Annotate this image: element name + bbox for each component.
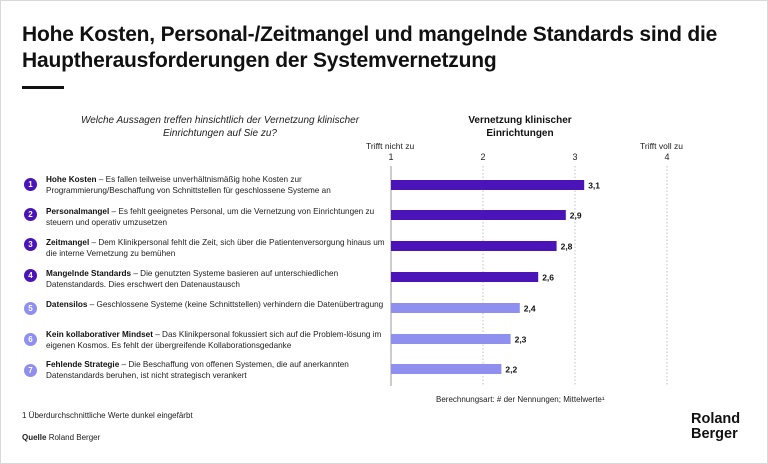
bar [391,364,502,374]
title-underline [22,86,64,89]
footnote: 1 Überdurchschnittliche Werte dunkel ein… [22,411,193,420]
survey-question: Welche Aussagen treffen hinsichtlich der… [80,115,360,139]
source-text: Roland Berger [48,433,101,442]
statement-heading: Mangelnde Standards [46,269,132,278]
statement-number-badge: 5 [24,302,37,315]
bar [391,210,566,220]
statement-item: Datensilos – Geschlossene Systeme (keine… [46,299,386,310]
statement-text: – Die Beschaffung von offenen Systemen, … [46,360,349,380]
statement-item: Fehlende Strategie – Die Beschaffung von… [46,359,386,381]
statement-heading: Personalmangel [46,207,110,216]
bar-value-label: 2,9 [570,211,582,221]
statement-text: – Es fehlt geeignetes Personal, um die V… [46,207,375,227]
method-note: Berechnungsart: # der Nennungen; Mittelw… [436,395,605,404]
statement-item: Personalmangel – Es fehlt geeignetes Per… [46,206,386,228]
statement-heading: Fehlende Strategie [46,360,120,369]
bar-value-label: 3,1 [588,181,600,191]
statement-item: Kein kollaborativer Mindset – Das Klinik… [46,329,386,351]
source-line: Quelle Roland Berger [22,433,100,442]
x-tick-label: 1 [388,152,394,162]
chart-column-title: Vernetzung klinischer Einrichtungen [468,115,572,139]
bar [391,303,520,313]
source-label: Quelle [22,433,47,442]
statement-text: – Dem Klinikpersonal fehlt die Zeit, sic… [46,238,385,258]
x-tick-label: 2 [480,152,486,162]
statement-number-badge: 1 [24,178,37,191]
page-title: Hohe Kosten, Personal-/Zeitmangel und ma… [22,23,718,72]
scale-low-label: Trifft nicht zu [366,141,415,151]
bar-value-label: 2,8 [561,242,573,252]
bar-value-label: 2,4 [524,304,536,314]
statement-number-badge: 4 [24,269,37,282]
logo-line-1: Roland [691,411,741,427]
statement-number-badge: 7 [24,364,37,377]
bar-value-label: 2,2 [505,365,517,375]
statement-heading: Datensilos [46,300,88,309]
statement-text: – Geschlossene Systeme (keine Schnittste… [87,300,384,309]
x-tick-label: 4 [664,152,670,162]
statement-item: Mangelnde Standards – Die genutzten Syst… [46,268,386,290]
statement-heading: Zeitmangel [46,238,90,247]
bar [391,334,511,344]
statement-heading: Kein kollaborativer Mindset [46,330,153,339]
bar [391,241,557,251]
statement-text: – Das Klinikpersonal fokussiert sich auf… [46,330,382,350]
bar-value-label: 2,6 [542,273,554,283]
statement-number-badge: 6 [24,333,37,346]
statement-item: Hohe Kosten – Es fallen teilweise unverh… [46,174,386,196]
bar [391,180,585,190]
roland-berger-logo: Roland Berger [691,412,740,442]
statement-number-badge: 3 [24,238,37,251]
x-tick-label: 3 [572,152,578,162]
statement-text: – Es fallen teilweise unverhältnismäßig … [46,175,331,195]
bar [391,272,539,282]
logo-line-2: Berger [691,426,738,442]
statement-text: – Die genutzten Systeme basieren auf unt… [46,269,339,289]
scale-high-label: Trifft voll zu [640,141,683,151]
statement-item: Zeitmangel – Dem Klinikpersonal fehlt di… [46,237,386,259]
bar-value-label: 2,3 [515,335,527,345]
statement-heading: Hohe Kosten [46,175,97,184]
statement-number-badge: 2 [24,208,37,221]
